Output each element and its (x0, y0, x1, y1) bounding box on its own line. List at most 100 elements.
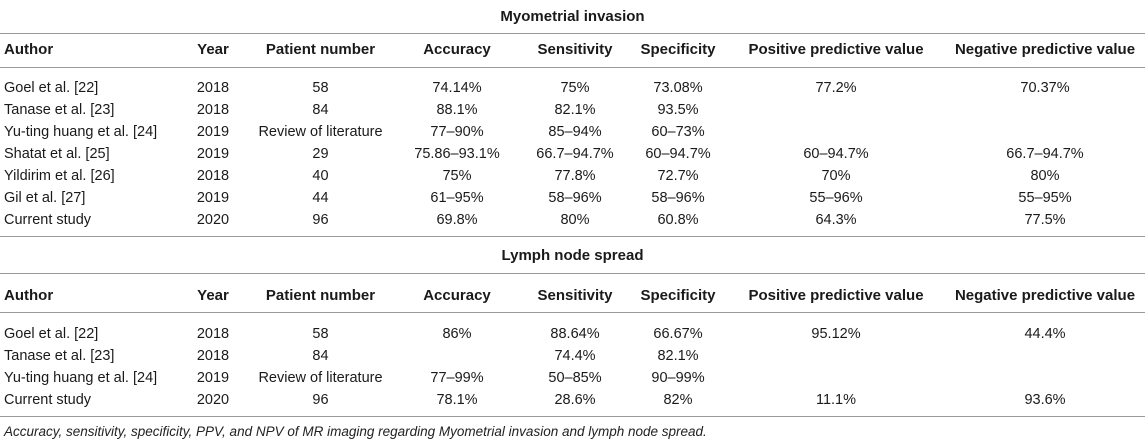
cell-sensitivity: 85–94% (548, 124, 602, 140)
cell-accuracy: 77–90% (430, 124, 484, 140)
header-specificity: Specificity (640, 41, 716, 58)
cell-specificity: 60–94.7% (645, 146, 711, 162)
cell-accuracy: 69.8% (436, 212, 478, 228)
cell-specificity: 60–73% (651, 124, 705, 140)
cell-specificity: 66.67% (653, 326, 703, 342)
cell-specificity: 93.5% (657, 102, 699, 118)
header-author: Author (4, 287, 54, 304)
table-row: Tanase et al. [23] 2018 84 88.1% 82.1% 9… (0, 99, 1145, 121)
rule-divider (0, 236, 1145, 237)
cell-patient-number: 84 (312, 102, 329, 118)
rule-divider (0, 312, 1145, 313)
section-title-lymph-node: Lymph node spread (501, 247, 644, 264)
table-row: Yu-ting huang et al. [24] 2019 Review of… (0, 121, 1145, 143)
cell-year: 2019 (196, 370, 230, 386)
table-row: Gil et al. [27] 2019 44 61–95% 58–96% 58… (0, 187, 1145, 209)
cell-npv: 44.4% (1024, 326, 1066, 342)
cell-year: 2020 (196, 212, 230, 228)
cell-sensitivity: 58–96% (548, 190, 602, 206)
cell-specificity: 72.7% (657, 168, 699, 184)
header-ppv: Positive predictive value (748, 41, 924, 58)
cell-author: Goel et al. [22] (4, 326, 99, 342)
cell-specificity: 82.1% (657, 348, 699, 364)
cell-ppv: 55–96% (809, 190, 863, 206)
cell-sensitivity: 77.8% (554, 168, 596, 184)
cell-year: 2018 (196, 168, 230, 184)
cell-sensitivity: 88.64% (550, 326, 600, 342)
cell-author: Current study (4, 392, 92, 408)
cell-sensitivity: 50–85% (548, 370, 602, 386)
cell-accuracy: 75% (442, 168, 472, 184)
header-year: Year (197, 287, 229, 304)
header-specificity: Specificity (640, 287, 716, 304)
cell-sensitivity: 66.7–94.7% (536, 146, 614, 162)
cell-author: Gil et al. [27] (4, 190, 86, 206)
cell-specificity: 60.8% (657, 212, 699, 228)
cell-npv: 66.7–94.7% (1006, 146, 1084, 162)
cell-accuracy: 77–99% (430, 370, 484, 386)
cell-accuracy: 78.1% (436, 392, 478, 408)
cell-sensitivity: 80% (560, 212, 590, 228)
cell-patient-number: Review of literature (258, 124, 383, 140)
table-row: Yu-ting huang et al. [24] 2019 Review of… (0, 367, 1145, 389)
cell-year: 2019 (196, 190, 230, 206)
cell-year: 2018 (196, 102, 230, 118)
cell-year: 2018 (196, 348, 230, 364)
cell-ppv: 64.3% (815, 212, 857, 228)
header-npv: Negative predictive value (954, 41, 1136, 58)
cell-author: Shatat et al. [25] (4, 146, 110, 162)
cell-npv: 55–95% (1018, 190, 1072, 206)
header-author: Author (4, 41, 54, 58)
cell-patient-number: 96 (312, 392, 329, 408)
cell-accuracy: 61–95% (430, 190, 484, 206)
cell-patient-number: 40 (312, 168, 329, 184)
cell-specificity: 90–99% (651, 370, 705, 386)
cell-specificity: 82% (663, 392, 693, 408)
cell-ppv: 60–94.7% (803, 146, 869, 162)
cell-sensitivity: 74.4% (554, 348, 596, 364)
header-accuracy: Accuracy (423, 287, 491, 304)
cell-patient-number: 58 (312, 326, 329, 342)
cell-patient-number: 58 (312, 80, 329, 96)
cell-sensitivity: 28.6% (554, 392, 596, 408)
table-row: Goel et al. [22] 2018 58 74.14% 75% 73.0… (0, 77, 1145, 99)
cell-author: Yildirim et al. [26] (4, 168, 115, 184)
cell-author: Current study (4, 212, 92, 228)
cell-year: 2018 (196, 80, 230, 96)
cell-patient-number: 84 (312, 348, 329, 364)
cell-npv: 77.5% (1024, 212, 1066, 228)
cell-accuracy: 88.1% (436, 102, 478, 118)
header-npv: Negative predictive value (954, 287, 1136, 304)
cell-ppv: 95.12% (811, 326, 861, 342)
section-title-myometrial: Myometrial invasion (500, 8, 645, 25)
rule-divider (0, 67, 1145, 68)
cell-year: 2018 (196, 326, 230, 342)
header-sensitivity: Sensitivity (537, 287, 613, 304)
table-row: Tanase et al. [23] 2018 84 74.4% 82.1% (0, 345, 1145, 367)
table-row: Goel et al. [22] 2018 58 86% 88.64% 66.6… (0, 323, 1145, 345)
table-caption: Accuracy, sensitivity, specificity, PPV,… (4, 424, 707, 439)
header-row: Author Year Patient number Accuracy Sens… (0, 285, 1145, 307)
cell-accuracy: 75.86–93.1% (414, 146, 500, 162)
header-ppv: Positive predictive value (748, 287, 924, 304)
cell-ppv: 70% (821, 168, 851, 184)
cell-sensitivity: 82.1% (554, 102, 596, 118)
cell-author: Yu-ting huang et al. [24] (4, 370, 158, 386)
table-row: Shatat et al. [25] 2019 29 75.86–93.1% 6… (0, 143, 1145, 165)
header-row: Author Year Patient number Accuracy Sens… (0, 39, 1145, 61)
cell-patient-number: 29 (312, 146, 329, 162)
cell-npv: 80% (1030, 168, 1060, 184)
cell-year: 2019 (196, 124, 230, 140)
cell-year: 2020 (196, 392, 230, 408)
rule-divider (0, 33, 1145, 34)
header-sensitivity: Sensitivity (537, 41, 613, 58)
table-row: Current study 2020 96 69.8% 80% 60.8% 64… (0, 209, 1145, 231)
cell-year: 2019 (196, 146, 230, 162)
cell-patient-number: Review of literature (258, 370, 383, 386)
cell-accuracy: 74.14% (432, 80, 482, 96)
cell-ppv: 11.1% (815, 392, 857, 408)
table-row: Yildirim et al. [26] 2018 40 75% 77.8% 7… (0, 165, 1145, 187)
header-year: Year (197, 41, 229, 58)
header-patient-number: Patient number (265, 287, 376, 304)
cell-sensitivity: 75% (560, 80, 590, 96)
